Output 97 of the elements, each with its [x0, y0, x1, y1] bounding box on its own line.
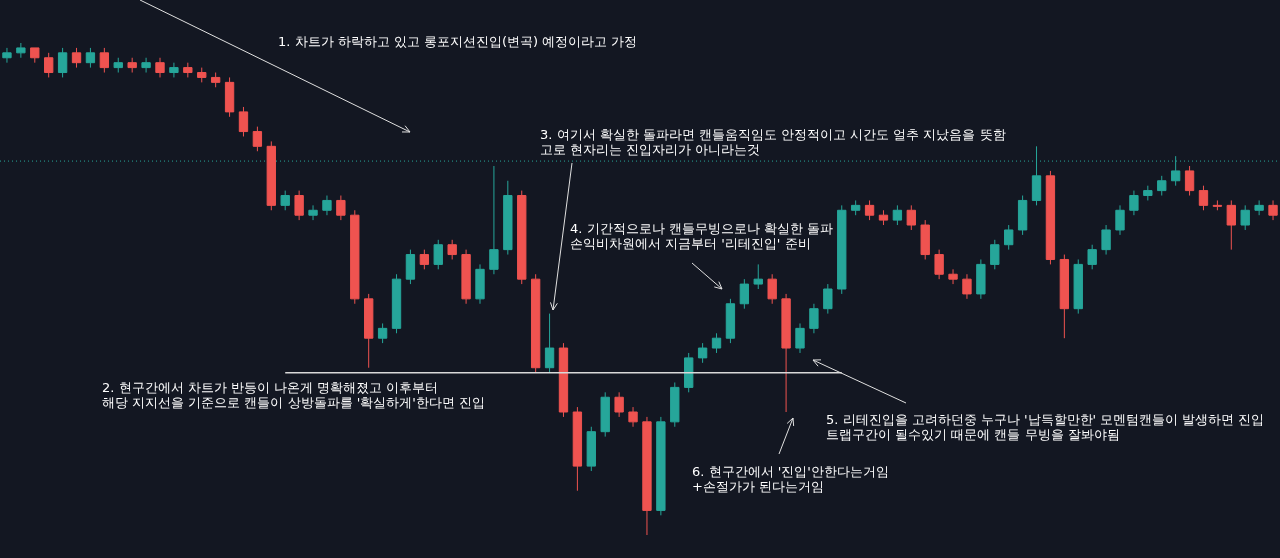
candlestick — [419, 249, 430, 270]
candlestick — [127, 57, 137, 74]
candlestick — [1101, 224, 1111, 256]
candlestick — [44, 52, 54, 78]
candlestick — [781, 293, 791, 413]
candlestick — [141, 57, 151, 74]
candlestick — [30, 47, 40, 64]
candlestick — [322, 195, 332, 216]
annotation: 5. 리테진입을 고려하던중 누구나 '납득할만한' 모멘텀캔들이 발생하면 진입 트랩구간이 될수있기 때문에 캔들 무빙을 잘봐야됨 — [826, 412, 1265, 442]
candlestick — [99, 47, 110, 74]
candlestick — [906, 204, 916, 231]
candlestick — [850, 199, 861, 216]
candlestick — [1268, 199, 1278, 221]
candlestick — [614, 391, 624, 418]
candlestick — [558, 342, 569, 418]
candlestick — [183, 62, 193, 78]
candlestick — [405, 249, 416, 285]
candlestick — [1254, 199, 1264, 216]
candlestick — [447, 239, 457, 260]
candlestick — [1059, 254, 1070, 339]
candlestick — [628, 406, 638, 428]
candlestick — [336, 195, 346, 221]
candlestick — [113, 57, 123, 74]
candlestick — [948, 268, 958, 285]
candlestick — [210, 72, 221, 88]
candlestick — [739, 278, 750, 310]
candlestick — [878, 209, 889, 226]
candlestick — [71, 47, 82, 69]
candlestick — [475, 263, 485, 305]
candlestick — [572, 406, 583, 492]
candlestick — [391, 273, 402, 334]
candlestick — [1017, 195, 1028, 236]
candlestick — [976, 258, 986, 300]
candlestick — [600, 391, 610, 438]
candlestick — [767, 273, 777, 305]
candlestick — [155, 57, 165, 78]
candlestick — [280, 190, 290, 211]
candlestick — [753, 263, 763, 290]
candlestick — [642, 416, 652, 536]
candlestick — [1087, 244, 1097, 270]
candlestick — [85, 47, 96, 69]
candlestick — [308, 204, 318, 221]
candlestick — [990, 239, 1000, 270]
candlestick — [364, 293, 374, 369]
candlestick — [1004, 224, 1014, 251]
annotation: 3. 여기서 확실한 돌파라면 캔들움직임도 안정적이고 시간도 얼추 지났음을 뜻함 고로 현자리는 진입자리가 아니라는것 — [540, 127, 1006, 157]
candlestick — [837, 204, 847, 295]
candlestick — [920, 219, 930, 260]
candlestick — [530, 273, 541, 374]
candlestick — [1143, 185, 1153, 201]
candlestick — [1212, 199, 1223, 211]
candlestick — [1184, 165, 1195, 197]
candlestick — [503, 180, 513, 256]
candlestick — [1115, 204, 1125, 236]
candlestick — [864, 199, 875, 221]
candlestick — [795, 322, 805, 354]
candlestick — [962, 273, 972, 300]
annotation: 4. 기간적으로나 캔들무빙으로나 확실한 돌파 손익비차원에서 지금부터 '리테진입' 준비 — [570, 221, 833, 251]
candlestick — [1240, 204, 1250, 231]
candlestick — [892, 204, 903, 226]
candlestick — [809, 303, 819, 334]
candlestick — [934, 249, 944, 280]
candlestick — [57, 47, 68, 78]
candlestick — [725, 298, 736, 344]
candlestick — [544, 313, 555, 374]
candlestick — [1031, 145, 1042, 206]
candlestick — [670, 381, 680, 428]
candlestick — [16, 42, 26, 59]
candlestick — [684, 352, 694, 393]
candlestick — [169, 62, 179, 78]
candlestick — [377, 322, 388, 344]
candlestick — [2, 47, 12, 64]
candlestick — [252, 126, 263, 152]
annotation: 2. 현구간에서 차트가 반등이 나온게 명확해졌고 이후부터 해당 지지선을 기준으로 캔들이 상방돌파를 '확실하게'한다면 진입 — [102, 380, 485, 410]
candlestick — [489, 165, 499, 275]
annotation: 6. 현구간에서 '진입'안한다는거임 +손절가가 된다는거임 — [692, 464, 889, 494]
candlestick — [197, 67, 207, 83]
candlestick — [224, 76, 235, 118]
annotation: 1. 차트가 하락하고 있고 롱포지션진입(변곡) 예정이라고 가정 — [278, 34, 638, 49]
candlestick — [1045, 170, 1056, 265]
candlestick — [1226, 199, 1236, 251]
candlestick — [711, 332, 722, 354]
candlestick — [823, 283, 833, 315]
candlestick — [294, 190, 304, 221]
candlestick — [586, 426, 596, 472]
candlestick — [517, 190, 527, 285]
candlestick — [433, 239, 443, 270]
candlestick — [1157, 175, 1167, 197]
candlestick — [1198, 185, 1209, 211]
candlestick — [238, 106, 249, 137]
candlestick — [350, 209, 360, 305]
candlestick — [266, 140, 276, 211]
candlestick — [461, 249, 471, 305]
candlestick — [1073, 258, 1083, 315]
candlestick — [697, 342, 708, 364]
candlestick — [656, 416, 666, 516]
candlestick — [1129, 190, 1139, 216]
